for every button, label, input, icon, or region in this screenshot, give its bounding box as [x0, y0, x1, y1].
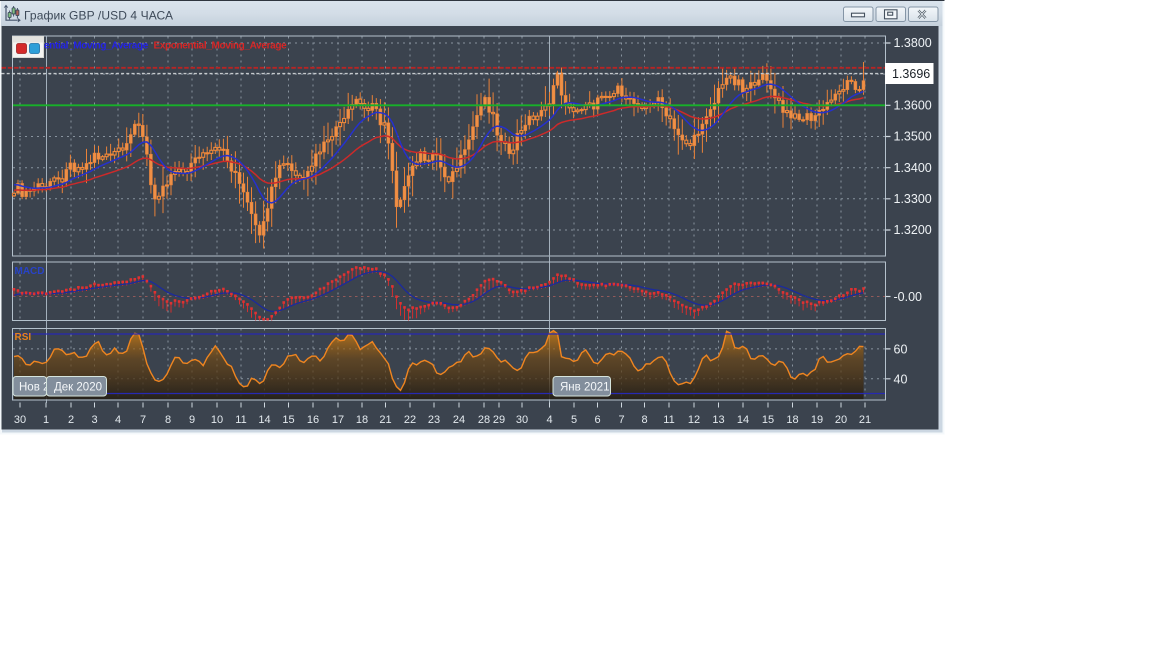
svg-text:17: 17 — [332, 414, 344, 426]
svg-text:1.3696: 1.3696 — [892, 67, 930, 81]
svg-text:Янв 2021: Янв 2021 — [560, 382, 610, 394]
svg-text:12: 12 — [688, 414, 700, 426]
svg-text:18: 18 — [356, 414, 368, 426]
svg-text:1.3400: 1.3400 — [894, 161, 932, 175]
svg-text:-0.00: -0.00 — [894, 290, 923, 304]
svg-text:1.3300: 1.3300 — [894, 192, 932, 206]
svg-text:1.3600: 1.3600 — [894, 99, 932, 113]
svg-text:7: 7 — [618, 414, 624, 426]
svg-text:4: 4 — [115, 414, 121, 426]
svg-text:21: 21 — [379, 414, 391, 426]
svg-text:Exponential_Moving_Average: Exponential_Moving_Average — [154, 41, 288, 52]
svg-text:9: 9 — [189, 414, 195, 426]
svg-text:15: 15 — [762, 414, 774, 426]
svg-text:1: 1 — [43, 414, 49, 426]
svg-text:20: 20 — [835, 414, 847, 426]
svg-text:1.3500: 1.3500 — [894, 130, 932, 144]
svg-text:14: 14 — [258, 414, 270, 426]
svg-text:30: 30 — [516, 414, 528, 426]
svg-text:28: 28 — [478, 414, 490, 426]
svg-text:Нов 2: Нов 2 — [19, 382, 49, 394]
svg-text:16: 16 — [307, 414, 319, 426]
svg-text:График GBP /USD 4 ЧАСА: График GBP /USD 4 ЧАСА — [24, 9, 173, 23]
svg-text:RSI: RSI — [15, 332, 32, 343]
svg-text:5: 5 — [571, 414, 577, 426]
svg-text:19: 19 — [811, 414, 823, 426]
svg-text:13: 13 — [712, 414, 724, 426]
svg-text:Дек 2020: Дек 2020 — [54, 382, 102, 394]
svg-text:4: 4 — [546, 414, 552, 426]
svg-text:2: 2 — [68, 414, 74, 426]
svg-text:11: 11 — [663, 414, 674, 426]
svg-text:8: 8 — [641, 414, 647, 426]
svg-text:40: 40 — [894, 373, 908, 387]
svg-text:10: 10 — [211, 414, 223, 426]
svg-text:6: 6 — [594, 414, 600, 426]
svg-text:60: 60 — [894, 343, 908, 357]
svg-text:3: 3 — [91, 414, 97, 426]
svg-text:MACD: MACD — [15, 266, 45, 277]
svg-text:15: 15 — [282, 414, 294, 426]
svg-text:ential_Moving_Average: ential_Moving_Average — [44, 41, 149, 52]
svg-text:14: 14 — [737, 414, 749, 426]
svg-text:23: 23 — [428, 414, 440, 426]
svg-text:29: 29 — [493, 414, 505, 426]
svg-text:1.3800: 1.3800 — [894, 36, 932, 50]
svg-text:8: 8 — [165, 414, 171, 426]
svg-text:22: 22 — [404, 414, 416, 426]
svg-text:21: 21 — [859, 414, 871, 426]
svg-text:24: 24 — [453, 414, 465, 426]
svg-text:30: 30 — [14, 414, 26, 426]
svg-text:1.3200: 1.3200 — [894, 223, 932, 237]
svg-text:11: 11 — [235, 414, 246, 426]
svg-text:7: 7 — [140, 414, 146, 426]
svg-text:18: 18 — [786, 414, 798, 426]
